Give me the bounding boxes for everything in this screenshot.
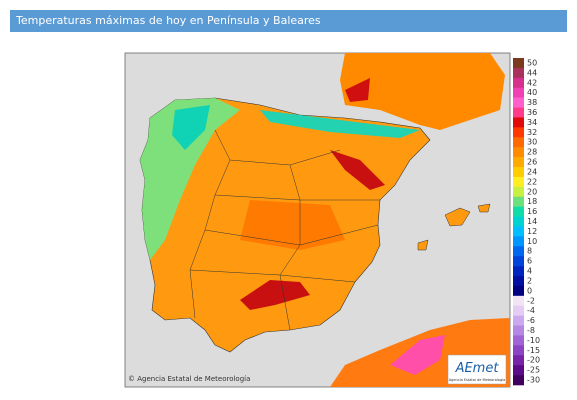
legend-swatch	[513, 246, 524, 257]
legend-label: 4	[527, 267, 532, 276]
legend-swatch	[513, 375, 524, 386]
legend-swatch	[513, 176, 524, 188]
france	[340, 53, 505, 130]
legend-swatch	[513, 365, 524, 376]
warm-area	[240, 200, 345, 250]
legend-swatch	[513, 167, 524, 178]
legend-swatch	[513, 147, 524, 158]
legend-label: 44	[527, 68, 537, 77]
legend-swatch	[513, 305, 524, 316]
legend-label: 34	[527, 118, 537, 127]
legend-swatch	[513, 325, 524, 336]
legend-label: 8	[527, 247, 532, 256]
legend-label: -10	[527, 336, 540, 345]
hot-area	[345, 78, 370, 102]
legend-swatch	[513, 276, 524, 287]
legend-swatch	[513, 186, 524, 198]
island	[477, 203, 491, 213]
legend-swatch	[513, 87, 524, 98]
legend-label: 2	[527, 276, 532, 285]
legend-label: -6	[527, 316, 535, 325]
legend-swatch	[513, 315, 524, 326]
credit: © Agencia Estatal de Meteorología	[128, 375, 250, 383]
legend-label: 32	[527, 128, 537, 137]
legend-swatch	[513, 216, 524, 227]
legend-swatch	[513, 127, 524, 138]
logo: AEmet	[455, 361, 500, 376]
legend-swatch	[513, 206, 524, 217]
legend: 5044424038363432302826242220181614121086…	[513, 58, 540, 386]
legend-label: 16	[527, 207, 537, 216]
legend-label: 20	[527, 187, 537, 196]
legend-label: -2	[527, 296, 535, 305]
hot-area	[240, 280, 310, 310]
title: Temperaturas máximas de hoy en Península…	[16, 14, 321, 27]
legend-swatch	[513, 295, 524, 307]
legend-label: 12	[527, 227, 537, 236]
legend-label: -20	[527, 356, 540, 365]
legend-label: 40	[527, 88, 537, 97]
legend-swatch	[513, 226, 524, 237]
legend-label: 22	[527, 177, 537, 186]
legend-label: 14	[527, 217, 537, 226]
legend-label: 28	[527, 148, 537, 157]
legend-swatch	[513, 157, 524, 168]
legend-label: 42	[527, 78, 537, 87]
legend-label: 6	[527, 257, 532, 266]
logo-subtitle: Agencia Estatal de Meteorología	[449, 378, 506, 382]
legend-label: 0	[527, 286, 532, 295]
legend-swatch	[513, 285, 524, 297]
legend-swatch	[513, 236, 524, 247]
legend-swatch	[513, 345, 524, 356]
legend-label: -25	[527, 366, 540, 375]
hot-area	[390, 335, 445, 375]
legend-swatch	[513, 58, 524, 69]
legend-label: 24	[527, 167, 537, 176]
cool-area	[172, 105, 210, 150]
legend-swatch	[513, 67, 524, 79]
legend-label: 38	[527, 98, 537, 107]
legend-swatch	[513, 137, 524, 148]
legend-swatch	[513, 266, 524, 277]
island	[417, 239, 429, 251]
legend-swatch	[513, 117, 524, 128]
legend-label: 26	[527, 158, 537, 167]
borders	[189, 129, 380, 331]
legend-label: -30	[527, 376, 540, 385]
legend-swatch	[513, 107, 524, 118]
legend-swatch	[513, 196, 524, 207]
legend-label: 30	[527, 138, 537, 147]
legend-swatch	[513, 335, 524, 346]
cool-area	[140, 98, 240, 260]
legend-label: 36	[527, 108, 537, 117]
title-bar: Temperaturas máximas de hoy en Península…	[10, 10, 567, 32]
island	[444, 207, 471, 227]
legend-swatch	[513, 77, 524, 89]
legend-swatch	[513, 97, 524, 108]
legend-swatch	[513, 355, 524, 366]
legend-label: 10	[527, 237, 537, 246]
legend-label: 50	[527, 58, 537, 67]
legend-swatch	[513, 256, 524, 267]
legend-label: -4	[527, 306, 535, 315]
cool-area	[260, 110, 420, 138]
legend-label: -8	[527, 326, 535, 335]
legend-label: 18	[527, 197, 537, 206]
legend-label: -15	[527, 346, 540, 355]
hot-area	[330, 150, 385, 190]
logo-box	[447, 354, 507, 385]
